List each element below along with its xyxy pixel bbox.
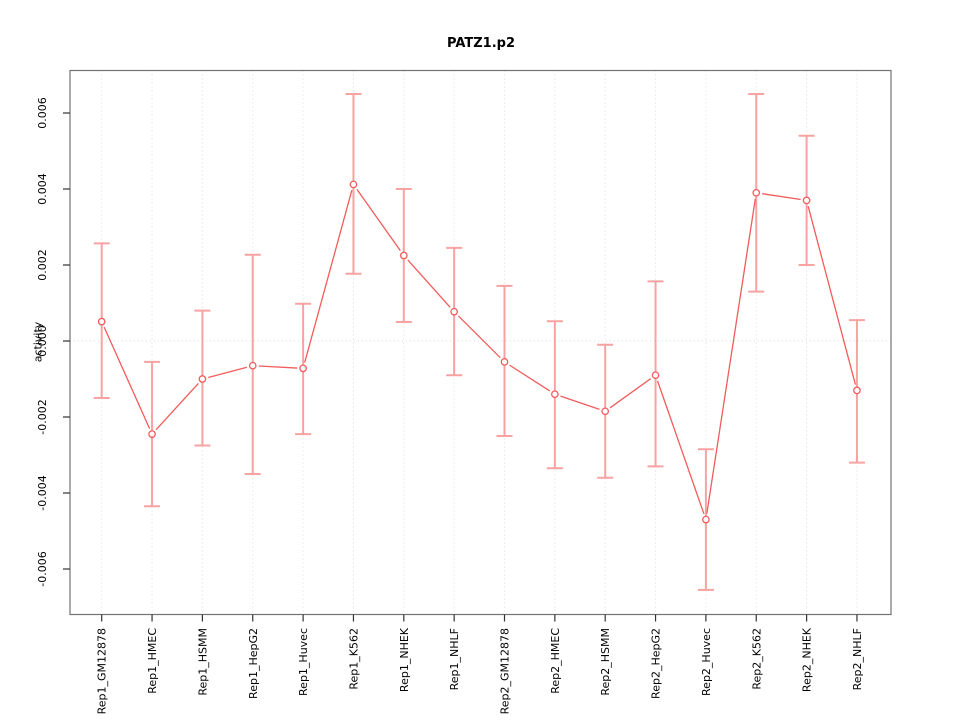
series-segment bbox=[103, 326, 151, 429]
x-tick-label: Rep2_GM12878 bbox=[499, 628, 512, 714]
series-segment bbox=[304, 190, 353, 363]
series-segment bbox=[258, 365, 298, 369]
data-point bbox=[450, 307, 458, 316]
plot-frame bbox=[69, 69, 892, 616]
series-segment bbox=[762, 193, 801, 201]
series-segment bbox=[706, 198, 756, 514]
x-tick-label: Rep1_HSMM bbox=[196, 628, 209, 696]
series-segment bbox=[509, 364, 551, 392]
x-tick-label: Rep2_HMEC bbox=[549, 628, 562, 694]
x-tick-label: Rep1_K562 bbox=[347, 628, 360, 690]
x-tick-label: Rep2_NHLF bbox=[851, 628, 864, 690]
x-tick-label: Rep2_HSMM bbox=[599, 628, 612, 696]
x-tick-label: Rep1_NHEK bbox=[398, 627, 411, 692]
x-tick-label: Rep2_K562 bbox=[750, 628, 763, 690]
data-point bbox=[198, 375, 207, 383]
y-tick-label: 0.002 bbox=[36, 249, 49, 281]
series-segment bbox=[807, 206, 857, 385]
data-point bbox=[248, 361, 257, 370]
y-tick-label: -0.004 bbox=[36, 475, 49, 510]
data-point bbox=[399, 251, 408, 260]
data-point bbox=[752, 188, 761, 197]
data-point bbox=[550, 390, 559, 399]
x-tick-label: Rep1_NHLF bbox=[448, 628, 461, 690]
data-point bbox=[802, 196, 811, 205]
series-segment bbox=[356, 188, 401, 251]
x-tick-label: Rep2_NHEK bbox=[801, 627, 814, 692]
data-point bbox=[97, 317, 106, 326]
x-tick-label: Rep1_HepG2 bbox=[247, 628, 260, 699]
series-segment bbox=[656, 380, 705, 515]
data-point bbox=[651, 371, 660, 380]
series-segment bbox=[609, 378, 652, 409]
data-point bbox=[349, 180, 358, 189]
series-segment bbox=[560, 395, 600, 410]
data-point bbox=[702, 515, 710, 524]
y-tick-label: -0.002 bbox=[36, 399, 49, 434]
data-point bbox=[299, 364, 307, 373]
y-tick-label: -0.006 bbox=[36, 551, 49, 586]
y-tick-label: 0.006 bbox=[36, 97, 49, 129]
series-segment bbox=[457, 315, 501, 359]
x-tick-label: Rep1_HMEC bbox=[146, 628, 159, 694]
x-tick-label: Rep1_GM12878 bbox=[96, 628, 109, 714]
data-point bbox=[853, 386, 861, 395]
x-tick-label: Rep1_Huvec bbox=[297, 628, 310, 696]
data-point bbox=[601, 407, 610, 416]
x-tick-label: Rep2_Huvec bbox=[700, 628, 713, 696]
data-point bbox=[500, 358, 509, 366]
series-segment bbox=[208, 366, 248, 379]
y-tick-label: 0.000 bbox=[36, 325, 49, 357]
data-point bbox=[148, 430, 156, 438]
y-tick-label: 0.004 bbox=[36, 173, 49, 205]
series-segment bbox=[155, 382, 199, 431]
x-tick-label: Rep2_HepG2 bbox=[650, 628, 663, 699]
chart-title: PATZ1.p2 bbox=[446, 36, 515, 51]
series-segment bbox=[407, 259, 451, 308]
